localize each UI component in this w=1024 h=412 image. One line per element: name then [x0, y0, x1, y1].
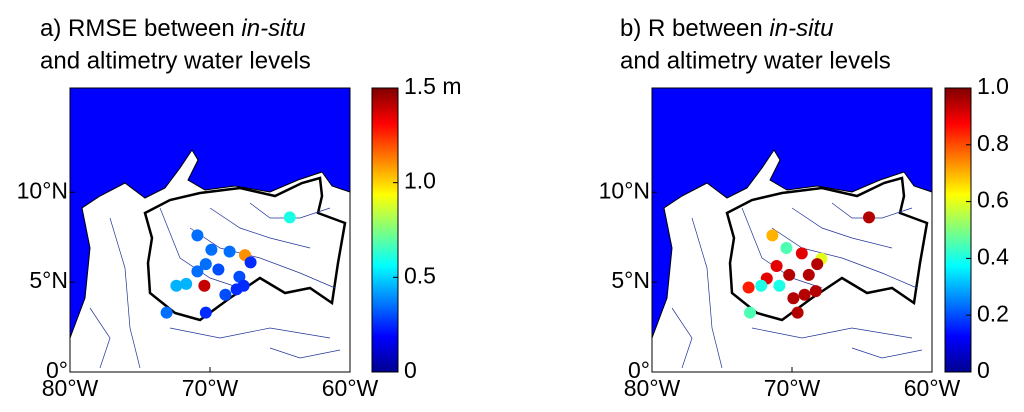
panel-title: and altimetry water levels — [40, 47, 311, 74]
panel-b: b) R between in-situ and altimetry water … — [599, 15, 1010, 401]
colorbar — [371, 87, 399, 373]
colorbar-tick-label: 0 — [404, 357, 417, 383]
colorbar-tick-label: 0 — [977, 357, 990, 383]
y-tick-label: 10°N — [599, 177, 650, 203]
station-point — [212, 263, 225, 276]
station-point — [809, 285, 822, 298]
x-tick-label: 70°W — [764, 375, 821, 401]
station-point — [191, 229, 204, 242]
station-point — [170, 279, 183, 292]
colorbar-tick-label: 1.0 — [404, 168, 436, 194]
colorbar-tick-label: 0.4 — [977, 243, 1009, 269]
station-point — [198, 279, 211, 292]
basemap — [650, 86, 934, 374]
station-point — [191, 265, 204, 278]
station-point — [237, 279, 250, 292]
station-point — [160, 306, 173, 319]
title-text: a) RMSE between — [40, 15, 241, 42]
basemap — [68, 86, 352, 374]
x-tick-label: 80°W — [42, 375, 99, 401]
y-tick-label: 5°N — [611, 267, 650, 293]
colorbar-tick-label: 0.6 — [977, 187, 1009, 213]
station-point — [798, 288, 811, 301]
station-point — [795, 247, 808, 260]
station-point — [744, 306, 756, 319]
station-point — [199, 306, 212, 319]
panel-title: and altimetry water levels — [620, 47, 891, 74]
y-tick-label: 10°N — [17, 177, 68, 203]
station-point — [773, 279, 786, 292]
title-text: b) R between — [620, 15, 769, 42]
station-point — [180, 277, 193, 290]
station-point — [755, 279, 768, 292]
station-point — [244, 256, 257, 269]
station-point — [219, 288, 232, 301]
colorbar-tick-label: 0.2 — [977, 300, 1009, 326]
colorbar — [944, 87, 972, 373]
panel-title: a) RMSE between in-situ — [40, 15, 305, 42]
panel-a: a) RMSE between in-situ and altimetry wat… — [17, 15, 462, 401]
y-tick-label: 0° — [46, 357, 68, 383]
station-point — [205, 243, 218, 256]
x-tick-label: 60°W — [904, 375, 961, 401]
station-point — [787, 292, 800, 305]
x-tick-label: 60°W — [322, 375, 379, 401]
station-point — [199, 258, 212, 271]
station-point — [863, 211, 875, 224]
colorbar-tick-label: 1.5 m — [404, 73, 462, 99]
x-tick-label: 70°W — [182, 375, 239, 401]
colorbar-tick-label: 0.5 — [404, 262, 436, 288]
colorbar-tick-label: 1.0 — [977, 73, 1009, 99]
panel-title: b) R between in-situ — [620, 15, 833, 42]
station-point — [791, 306, 804, 319]
station-point — [223, 245, 236, 258]
colorbar-tick-label: 0.8 — [977, 130, 1009, 156]
title-italic: in-situ — [769, 15, 833, 42]
station-point — [283, 211, 296, 224]
station-point — [742, 281, 755, 294]
x-tick-label: 80°W — [624, 375, 681, 401]
station-point — [780, 241, 793, 254]
station-point — [811, 258, 824, 271]
station-point — [233, 270, 246, 283]
y-tick-label: 0° — [628, 357, 650, 383]
station-point — [783, 268, 796, 281]
station-point — [770, 259, 783, 272]
station-point — [802, 268, 815, 281]
title-italic: in-situ — [241, 15, 305, 42]
y-tick-label: 5°N — [29, 267, 68, 293]
station-point — [766, 229, 779, 242]
